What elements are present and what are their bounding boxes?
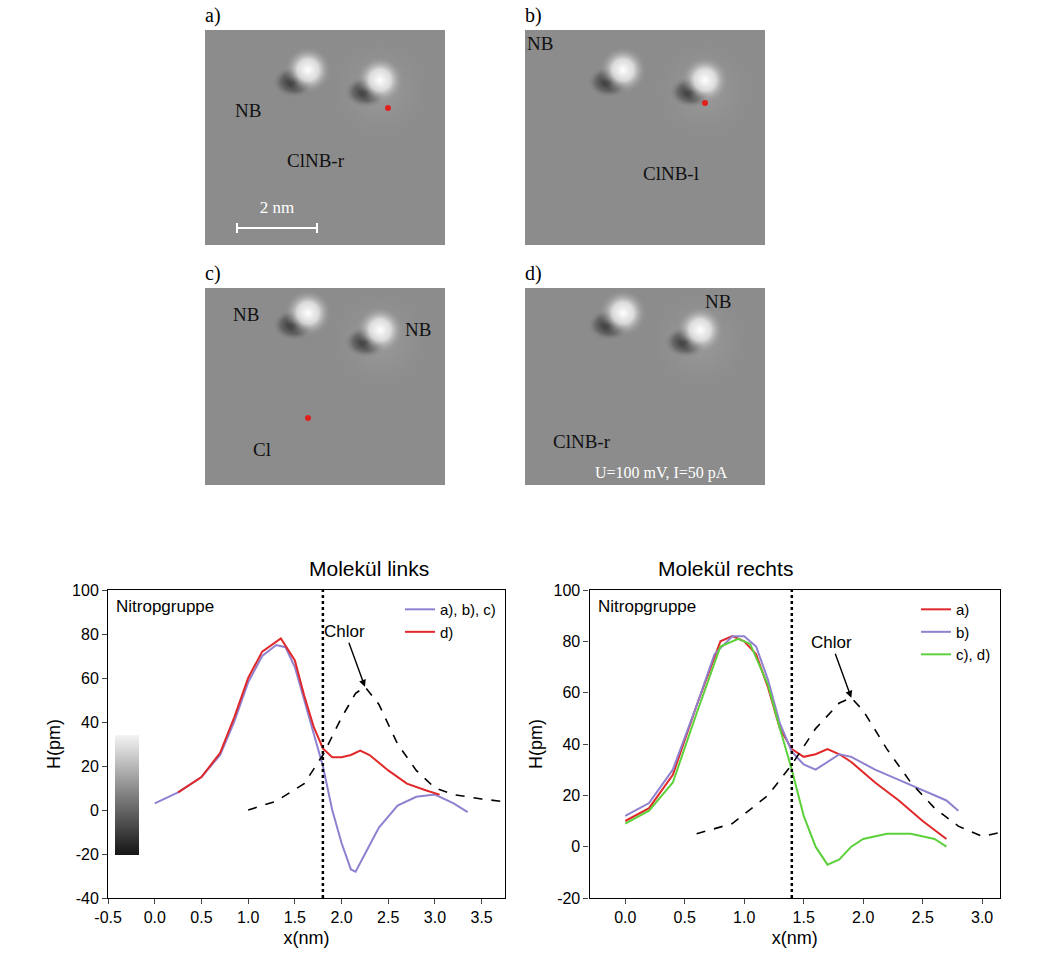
svg-text:Nitropgruppe: Nitropgruppe	[116, 597, 214, 616]
svg-text:2.5: 2.5	[377, 909, 399, 926]
svg-text:H(pm): H(pm)	[526, 719, 546, 769]
svg-text:3.0: 3.0	[424, 909, 446, 926]
svg-text:Chlor: Chlor	[324, 622, 365, 641]
svg-text:H(pm): H(pm)	[44, 719, 64, 769]
svg-text:x(nm): x(nm)	[772, 928, 818, 948]
svg-text:c), d): c), d)	[956, 646, 990, 663]
svg-text:Nitropgruppe: Nitropgruppe	[598, 597, 696, 616]
svg-text:b): b)	[956, 624, 969, 641]
svg-text:a): a)	[956, 601, 969, 618]
svg-text:1.5: 1.5	[284, 909, 306, 926]
svg-text:0.5: 0.5	[674, 909, 696, 926]
svg-text:NB: NB	[405, 319, 431, 340]
svg-text:3.5: 3.5	[471, 909, 493, 926]
svg-text:d): d)	[440, 624, 453, 641]
svg-text:1.0: 1.0	[733, 909, 755, 926]
svg-text:c): c)	[205, 262, 221, 285]
svg-text:3.0: 3.0	[971, 909, 993, 926]
svg-text:40: 40	[81, 714, 99, 731]
svg-text:b): b)	[525, 4, 542, 27]
svg-text:0.5: 0.5	[190, 909, 212, 926]
svg-text:U=100 mV, I=50 pA: U=100 mV, I=50 pA	[595, 464, 728, 482]
svg-text:100: 100	[554, 582, 581, 599]
svg-text:-0.5: -0.5	[94, 909, 122, 926]
svg-text:60: 60	[562, 684, 580, 701]
svg-text:a): a)	[205, 4, 221, 27]
svg-text:ClNB-r: ClNB-r	[553, 431, 611, 452]
svg-text:60: 60	[81, 670, 99, 687]
svg-text:1.0: 1.0	[237, 909, 259, 926]
svg-text:0: 0	[90, 802, 99, 819]
svg-text:a), b), c): a), b), c)	[440, 601, 496, 618]
svg-text:NB: NB	[705, 291, 731, 312]
svg-text:-20: -20	[76, 846, 99, 863]
svg-text:-40: -40	[76, 890, 99, 907]
svg-text:Chlor: Chlor	[811, 633, 852, 652]
svg-text:80: 80	[81, 626, 99, 643]
svg-text:d): d)	[525, 262, 542, 285]
svg-text:ClNB-l: ClNB-l	[643, 163, 699, 184]
svg-text:x(nm): x(nm)	[284, 928, 330, 948]
svg-text:NB: NB	[527, 33, 553, 54]
svg-text:0.0: 0.0	[614, 909, 636, 926]
svg-text:1.5: 1.5	[793, 909, 815, 926]
svg-text:NB: NB	[235, 100, 261, 121]
svg-text:2.0: 2.0	[330, 909, 352, 926]
svg-text:80: 80	[562, 633, 580, 650]
svg-text:2 nm: 2 nm	[260, 198, 294, 217]
svg-text:Cl: Cl	[253, 439, 271, 460]
svg-text:-20: -20	[557, 890, 580, 907]
svg-text:0: 0	[571, 838, 580, 855]
svg-text:2.0: 2.0	[852, 909, 874, 926]
svg-text:0.0: 0.0	[144, 909, 166, 926]
svg-text:Molekül rechts: Molekül rechts	[658, 557, 793, 580]
svg-text:40: 40	[562, 736, 580, 753]
svg-text:2.5: 2.5	[912, 909, 934, 926]
svg-text:100: 100	[72, 582, 99, 599]
svg-text:Molekül links: Molekül links	[309, 557, 429, 580]
svg-text:20: 20	[562, 787, 580, 804]
svg-text:NB: NB	[233, 304, 259, 325]
svg-text:ClNB-r: ClNB-r	[287, 150, 345, 171]
svg-text:20: 20	[81, 758, 99, 775]
